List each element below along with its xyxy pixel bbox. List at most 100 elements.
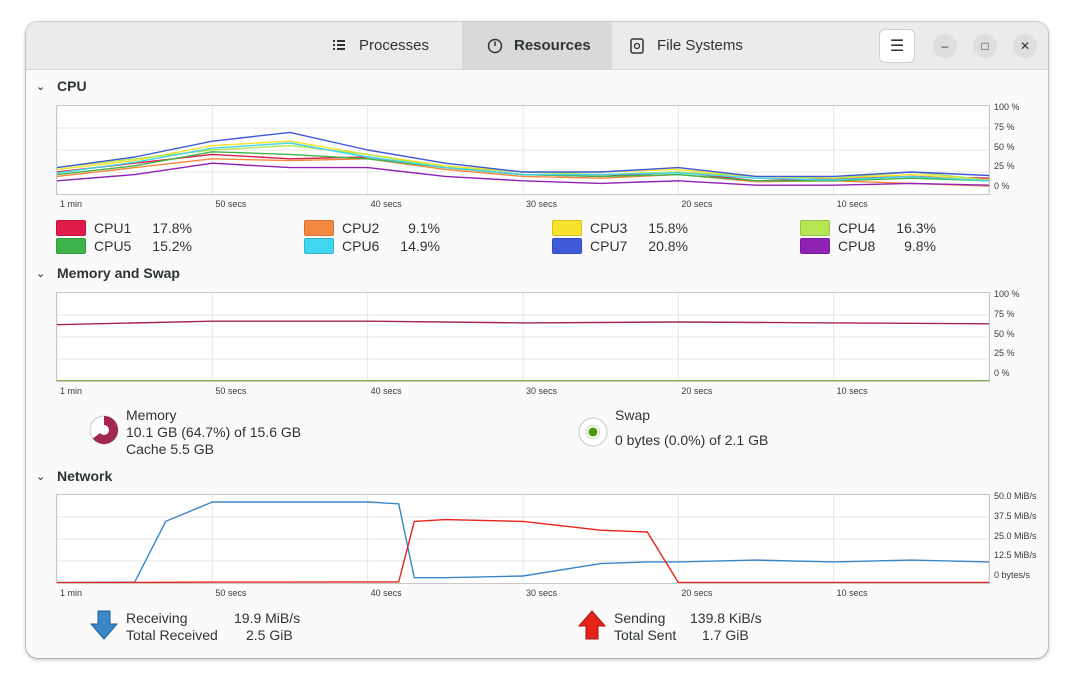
memory-graph bbox=[56, 292, 990, 382]
main-menu-button[interactable]: ☰ bbox=[879, 29, 915, 63]
cpu-color-swatch[interactable] bbox=[304, 220, 334, 236]
cpu-legend-name: CPU8 bbox=[838, 238, 876, 254]
memory-chart-svg bbox=[56, 293, 990, 382]
memory-info: Memory 10.1 GB (64.7%) of 15.6 GB Cache … bbox=[126, 407, 301, 458]
cpu-legend-item[interactable]: CPU2 9.1% bbox=[304, 220, 440, 236]
tab-processes-label: Processes bbox=[359, 37, 430, 54]
chevron-down-icon: ⌄ bbox=[36, 470, 46, 483]
receiving-info: Receiving 19.9 MiB/s Total Received 2.5 Gi… bbox=[126, 610, 300, 644]
minimize-button[interactable]: – bbox=[933, 34, 957, 58]
cpu-legend-name: CPU3 bbox=[590, 220, 628, 236]
cpu-section-title: CPU bbox=[57, 78, 87, 94]
memory-pie-icon bbox=[88, 414, 120, 446]
cpu-color-swatch[interactable] bbox=[552, 238, 582, 254]
mem-x-tick-label: 30 secs bbox=[526, 386, 558, 396]
memory-section-title: Memory and Swap bbox=[57, 265, 180, 281]
cpu-legend-value: 15.8% bbox=[648, 220, 688, 236]
memory-series-memory bbox=[56, 320, 990, 326]
swap-pie-icon bbox=[577, 416, 609, 448]
cpu-series-cpu6 bbox=[56, 142, 990, 182]
cpu-legend-item[interactable]: CPU1 17.8% bbox=[56, 220, 192, 236]
net-x-tick-label: 50 secs bbox=[215, 588, 247, 598]
maximize-button[interactable]: □ bbox=[973, 34, 997, 58]
cpu-x-tick-label: 1 min bbox=[60, 199, 83, 209]
total-sent-label: Total Sent bbox=[614, 627, 677, 643]
cpu-color-swatch[interactable] bbox=[56, 220, 86, 236]
cpu-color-swatch[interactable] bbox=[800, 220, 830, 236]
memory-pie-center bbox=[99, 425, 109, 435]
cpu-x-tick-label: 40 secs bbox=[370, 199, 402, 209]
cpu-legend-name: CPU4 bbox=[838, 220, 876, 236]
cpu-x-tick-label: 10 secs bbox=[836, 199, 868, 209]
cpu-chart-svg bbox=[56, 106, 990, 194]
cpu-color-swatch[interactable] bbox=[304, 238, 334, 254]
tab-resources[interactable]: Resources bbox=[462, 22, 612, 69]
cpu-legend-item[interactable]: CPU8 9.8% bbox=[800, 238, 936, 254]
close-button[interactable]: ✕ bbox=[1013, 34, 1037, 58]
header-bar: Processes Resources File Systems ☰ – □ ✕ bbox=[26, 22, 1048, 70]
cpu-series-cpu8 bbox=[56, 162, 990, 186]
mem-y-tick-label: 50 % bbox=[994, 328, 1015, 339]
cpu-y-tick-label: 75 % bbox=[994, 121, 1015, 132]
cpu-x-tick-label: 20 secs bbox=[681, 199, 713, 209]
list-icon bbox=[332, 38, 348, 54]
memory-section-header[interactable]: ⌄ Memory and Swap bbox=[36, 265, 180, 281]
sending-value: 139.8 KiB/s bbox=[690, 610, 762, 626]
disk-icon bbox=[630, 37, 646, 54]
mem-x-tick-label: 40 secs bbox=[370, 386, 402, 396]
net-x-tick-label: 10 secs bbox=[836, 588, 868, 598]
mem-y-tick-label: 75 % bbox=[994, 308, 1015, 319]
cpu-legend-item[interactable]: CPU4 16.3% bbox=[800, 220, 936, 236]
gauge-icon bbox=[487, 38, 503, 54]
mem-x-tick-label: 20 secs bbox=[681, 386, 713, 396]
cpu-section-header[interactable]: ⌄ CPU bbox=[36, 78, 87, 94]
maximize-icon: □ bbox=[981, 39, 989, 53]
cpu-y-tick-label: 50 % bbox=[994, 141, 1015, 152]
net-y-tick-label: 25.0 MiB/s bbox=[994, 530, 1037, 541]
cpu-graph bbox=[56, 105, 990, 195]
cpu-color-swatch[interactable] bbox=[800, 238, 830, 254]
cpu-legend-item[interactable]: CPU6 14.9% bbox=[304, 238, 440, 254]
network-chart-svg bbox=[56, 495, 990, 584]
network-series-receiving bbox=[56, 501, 990, 584]
sending-info: Sending 139.8 KiB/s Total Sent 1.7 GiB bbox=[614, 610, 762, 644]
mem-y-tick-label: 100 % bbox=[994, 289, 1020, 299]
cpu-legend-value: 9.1% bbox=[408, 220, 440, 236]
cpu-legend-item[interactable]: CPU3 15.8% bbox=[552, 220, 688, 236]
cpu-legend-value: 16.3% bbox=[896, 220, 936, 236]
system-monitor-window: Processes Resources File Systems ☰ – □ ✕ bbox=[26, 22, 1048, 658]
receiving-label: Receiving bbox=[126, 610, 188, 626]
network-section-header[interactable]: ⌄ Network bbox=[36, 468, 112, 484]
hamburger-icon: ☰ bbox=[889, 38, 905, 55]
cpu-x-tick-label: 30 secs bbox=[526, 199, 558, 209]
swap-label: Swap bbox=[615, 407, 651, 423]
cpu-legend-name: CPU5 bbox=[94, 238, 132, 254]
chevron-down-icon: ⌄ bbox=[36, 267, 46, 280]
net-x-tick-label: 20 secs bbox=[681, 588, 713, 598]
download-arrow-icon bbox=[89, 610, 119, 640]
cpu-color-swatch[interactable] bbox=[552, 220, 582, 236]
net-x-tick-label: 30 secs bbox=[526, 588, 558, 598]
cpu-legend-name: CPU6 bbox=[342, 238, 380, 254]
net-x-tick-label: 40 secs bbox=[370, 588, 402, 598]
tab-file-systems[interactable]: File Systems bbox=[630, 22, 760, 69]
cpu-legend-name: CPU2 bbox=[342, 220, 380, 236]
cpu-legend-value: 9.8% bbox=[904, 238, 936, 254]
tab-processes[interactable]: Processes bbox=[332, 22, 442, 69]
receiving-value: 19.9 MiB/s bbox=[234, 610, 301, 626]
cpu-legend-value: 20.8% bbox=[648, 238, 688, 254]
mem-y-tick-label: 0 % bbox=[994, 368, 1010, 379]
chevron-down-icon: ⌄ bbox=[36, 80, 46, 93]
swap-info: Swap 0 bytes (0.0%) of 2.1 GB bbox=[615, 407, 768, 449]
minimize-icon: – bbox=[941, 39, 949, 53]
tab-file-systems-label: File Systems bbox=[657, 37, 743, 54]
network-graph bbox=[56, 494, 990, 584]
net-y-tick-label: 0 bytes/s bbox=[994, 570, 1031, 581]
sending-label: Sending bbox=[614, 610, 666, 626]
cpu-legend-name: CPU7 bbox=[590, 238, 628, 254]
cpu-color-swatch[interactable] bbox=[56, 238, 86, 254]
net-y-tick-label: 50.0 MiB/s bbox=[994, 491, 1037, 501]
cpu-legend-item[interactable]: CPU5 15.2% bbox=[56, 238, 192, 254]
cpu-legend-item[interactable]: CPU7 20.8% bbox=[552, 238, 688, 254]
net-x-tick-label: 1 min bbox=[60, 588, 83, 598]
